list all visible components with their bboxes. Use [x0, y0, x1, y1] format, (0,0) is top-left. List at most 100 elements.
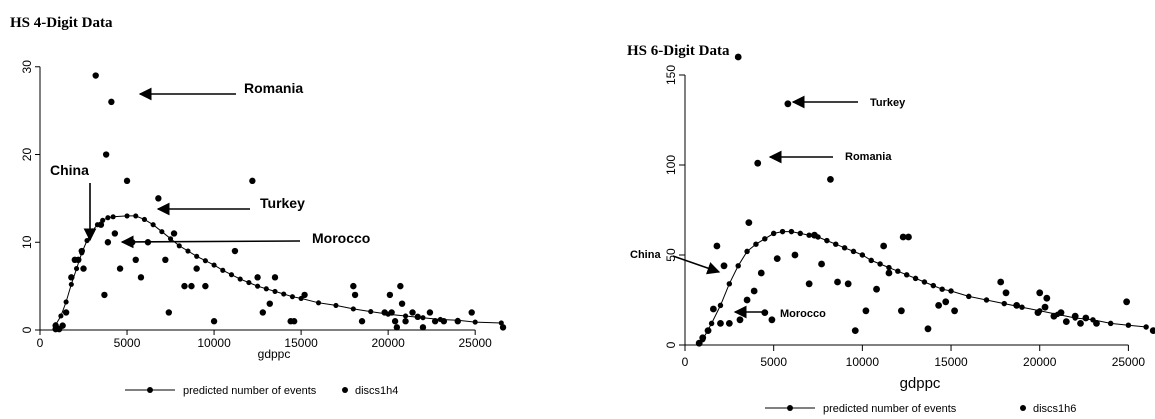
- y-tick-label: 30: [20, 60, 34, 74]
- legend-label-observed: discs1h6: [1033, 403, 1076, 415]
- observed-point: [193, 265, 200, 272]
- observed-point: [1057, 309, 1065, 316]
- predicted-point: [255, 283, 261, 289]
- predicted-point: [105, 215, 111, 221]
- observed-point: [259, 309, 267, 316]
- observed-point: [1077, 320, 1084, 327]
- observed-point: [409, 309, 416, 316]
- predicted-point: [63, 299, 69, 305]
- x-tick-label: 0: [37, 336, 44, 350]
- annotation-label: Morocco: [312, 230, 370, 246]
- predicted-point: [717, 302, 724, 309]
- observed-point: [1149, 327, 1155, 334]
- observed-point: [1123, 298, 1131, 306]
- predicted-point: [726, 281, 733, 287]
- observed-point: [101, 291, 108, 299]
- legend-hs4: predicted number of events discs1h4: [125, 385, 398, 397]
- observed-point: [414, 313, 421, 321]
- predicted-point: [841, 245, 848, 251]
- observed-point: [202, 282, 209, 290]
- observed-point: [137, 274, 145, 281]
- observed-point: [997, 278, 1005, 286]
- legend-dot-symbol: [342, 387, 348, 393]
- observed-point: [784, 100, 792, 108]
- observed-point: [102, 151, 110, 158]
- observed-point: [773, 255, 781, 262]
- panel-hs6: HS 6-Digit Data 0 5000 10000 15000 20000 2500…: [627, 43, 1155, 415]
- predicted-point: [246, 280, 252, 286]
- predicted-point: [73, 266, 80, 272]
- observed-point: [301, 291, 308, 299]
- predicted-point: [237, 276, 243, 282]
- predicted-line: [702, 231, 1147, 340]
- observed-point: [844, 280, 852, 288]
- y-tick-label: 150: [664, 65, 678, 85]
- panel-hs4: HS 4-Digit Data 0 5000 10000 15000 20000 2500…: [10, 15, 507, 397]
- observed-point: [1050, 312, 1058, 320]
- predicted-point: [770, 230, 777, 237]
- x-tick-label: 25000: [1112, 355, 1146, 369]
- annotations-hs6: China Turkey Romania Morocco: [630, 95, 906, 320]
- observed-point: [419, 324, 427, 331]
- series-discs1h6: [695, 53, 1155, 347]
- y-tick-label: 0: [20, 326, 34, 333]
- y-tick-label: 0: [664, 341, 678, 348]
- predicted-point: [333, 302, 339, 308]
- observed-point: [381, 309, 388, 316]
- predicted-point: [133, 213, 139, 219]
- x-axis-label-hs6: gdppc: [900, 375, 941, 392]
- observed-point: [249, 177, 256, 185]
- observed-point: [725, 320, 733, 327]
- predicted-point: [150, 222, 156, 228]
- predicted-point: [141, 216, 148, 223]
- y-tick-label: 20: [20, 148, 34, 162]
- observed-point: [162, 256, 169, 264]
- observed-point: [905, 233, 912, 241]
- predicted-point: [350, 306, 356, 312]
- x-tick-label: 25000: [458, 336, 492, 350]
- observed-point: [811, 231, 818, 239]
- annotation-label: China: [630, 249, 661, 261]
- observed-point: [123, 177, 131, 185]
- observed-point: [391, 318, 399, 325]
- observed-point: [80, 265, 87, 272]
- predicted-point: [220, 267, 226, 273]
- predicted-point: [886, 264, 892, 271]
- observed-point: [454, 318, 461, 325]
- predicted-point: [1125, 322, 1132, 328]
- predicted-point: [735, 263, 741, 269]
- legend-label-predicted: predicted number of events: [183, 385, 317, 397]
- observed-point: [170, 230, 178, 237]
- observed-point: [397, 282, 404, 290]
- observed-point: [827, 176, 834, 183]
- observed-point: [402, 318, 409, 325]
- observed-point: [834, 278, 841, 286]
- predicted-point: [402, 313, 409, 319]
- observed-point: [754, 159, 762, 167]
- x-tick-label: 5000: [760, 355, 787, 369]
- axes-hs4: 0 5000 10000 15000 20000 25000 0 10 20 30: [20, 60, 492, 350]
- x-axis-label-hs4: gdppc: [258, 347, 291, 361]
- observed-point: [165, 309, 173, 316]
- predicted-point: [58, 313, 64, 319]
- predicted-point: [472, 319, 478, 325]
- observed-point: [266, 300, 273, 307]
- observed-point: [132, 256, 139, 264]
- observed-point: [924, 325, 932, 333]
- x-tick-label: 10000: [197, 336, 231, 350]
- x-tick-label: 0: [682, 355, 689, 369]
- observed-point: [880, 242, 888, 250]
- y-tick-label: 10: [20, 235, 34, 249]
- predicted-point: [708, 320, 715, 327]
- series-discs1h4: [52, 72, 507, 333]
- x-tick-label: 20000: [371, 336, 405, 350]
- observed-point: [440, 318, 448, 325]
- observed-point: [155, 195, 162, 202]
- predicted-point: [368, 309, 374, 315]
- observed-point: [862, 307, 870, 315]
- predicted-point: [194, 253, 200, 259]
- observed-point: [704, 327, 712, 334]
- legend-line-marker: [147, 387, 153, 393]
- x-tick-label: 20000: [1023, 355, 1057, 369]
- observed-point: [1071, 312, 1079, 320]
